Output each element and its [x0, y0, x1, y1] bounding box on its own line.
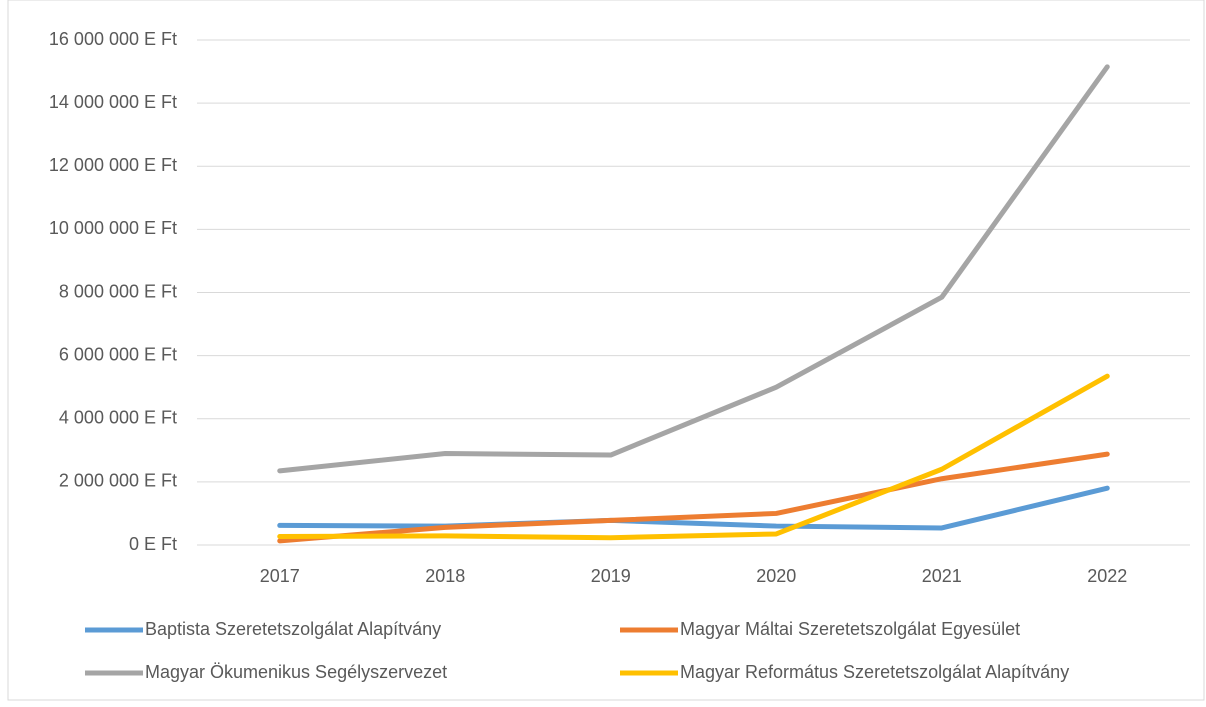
y-tick-label: 12 000 000 E Ft	[49, 155, 177, 175]
legend-label: Magyar Máltai Szeretetszolgálat Egyesüle…	[680, 619, 1020, 639]
legend-label: Baptista Szeretetszolgálat Alapítvány	[145, 619, 441, 639]
y-tick-label: 6 000 000 E Ft	[59, 344, 177, 364]
x-tick-label: 2021	[922, 566, 962, 586]
legend-label: Magyar Református Szeretetszolgálat Alap…	[680, 662, 1069, 682]
y-tick-label: 0 E Ft	[129, 534, 177, 554]
y-tick-label: 10 000 000 E Ft	[49, 218, 177, 238]
x-tick-label: 2020	[756, 566, 796, 586]
y-tick-label: 8 000 000 E Ft	[59, 281, 177, 301]
x-tick-label: 2019	[591, 566, 631, 586]
series-line	[277, 373, 1110, 541]
x-tick-label: 2018	[425, 566, 465, 586]
series-line	[277, 64, 1110, 474]
y-tick-label: 16 000 000 E Ft	[49, 29, 177, 49]
chart-border	[7, 0, 1205, 701]
legend-label: Magyar Ökumenikus Segélyszervezet	[145, 662, 447, 682]
x-tick-label: 2022	[1087, 566, 1127, 586]
series-line	[277, 451, 1110, 544]
x-tick-label: 2017	[260, 566, 300, 586]
y-tick-label: 2 000 000 E Ft	[59, 471, 177, 491]
y-tick-label: 4 000 000 E Ft	[59, 408, 177, 428]
y-tick-label: 14 000 000 E Ft	[49, 92, 177, 112]
series-line	[277, 485, 1110, 531]
